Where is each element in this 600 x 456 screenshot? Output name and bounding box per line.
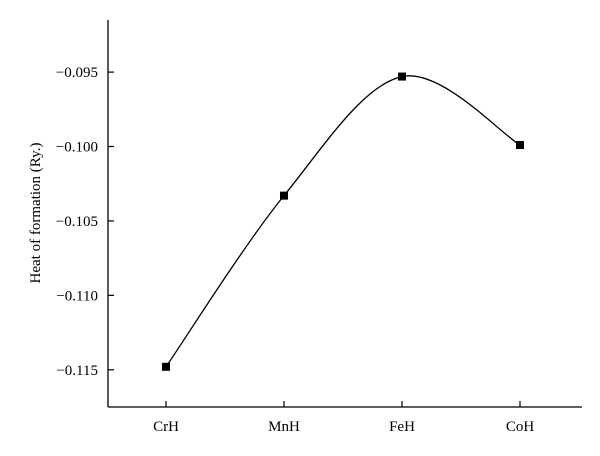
data-point	[280, 191, 288, 200]
data-point	[516, 141, 524, 150]
data-point	[162, 362, 170, 371]
markers	[162, 72, 524, 371]
axes	[107, 20, 582, 408]
x-tick-label: CoH	[506, 419, 535, 435]
y-axis-title: Heat of formation (Ry.)	[28, 143, 44, 284]
y-tick-label: −0.110	[56, 288, 98, 304]
x-tick-label: MnH	[268, 419, 300, 435]
y-tick-label: −0.100	[56, 140, 98, 156]
x-tick-label: FeH	[389, 419, 415, 435]
y-tick-label: −0.115	[56, 363, 98, 379]
y-tick-label: −0.105	[56, 214, 98, 230]
x-tick-label: CrH	[153, 419, 179, 435]
y-tick-label: −0.095	[56, 65, 98, 81]
data-point	[398, 72, 406, 81]
y-ticks: −0.115 −0.110 −0.105 −0.100 −0.095	[56, 65, 114, 379]
series-line	[165, 75, 521, 368]
x-ticks: CrH MnH FeH CoH	[153, 401, 534, 435]
